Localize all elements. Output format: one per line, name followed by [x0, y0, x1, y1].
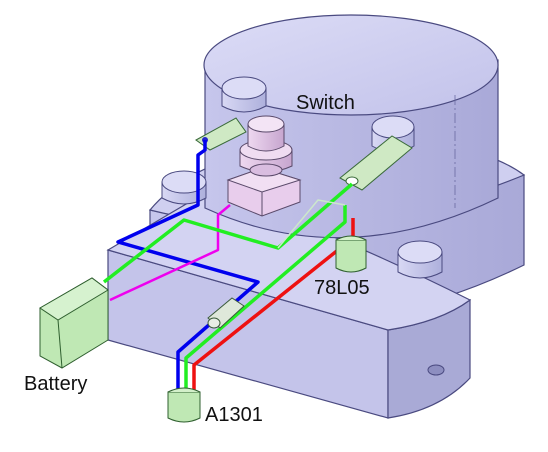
sensor-a1301 — [167, 387, 201, 423]
battery-label: Battery — [24, 373, 88, 395]
wire-blue — [116, 140, 260, 392]
wire-green — [102, 182, 354, 392]
regulator-78l05 — [335, 235, 367, 273]
wire-red — [192, 218, 355, 392]
boss-left — [161, 170, 207, 205]
boss-right — [397, 240, 443, 279]
battery-component — [39, 277, 109, 369]
wire-magenta — [109, 204, 231, 302]
switch-component — [226, 115, 302, 217]
switch-label: Switch — [296, 92, 355, 114]
boss-top-left — [221, 76, 267, 113]
mounting-tab-right — [339, 135, 413, 191]
regulator-label: 78L05 — [314, 277, 370, 299]
inline-resistor — [207, 297, 245, 329]
sensor-label: A1301 — [205, 404, 263, 426]
